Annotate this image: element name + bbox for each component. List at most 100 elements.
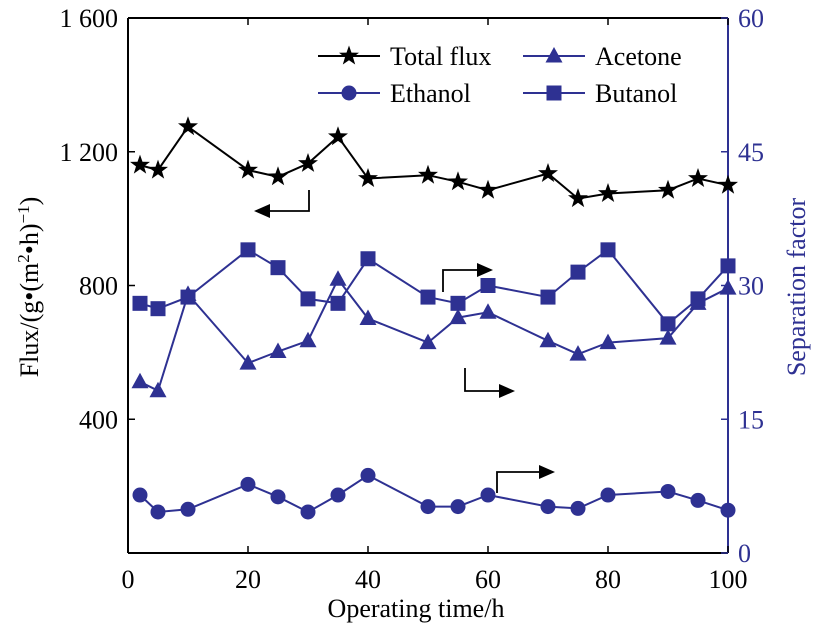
total-flux-point: [268, 166, 288, 186]
ethanol-point: [540, 499, 556, 515]
arrow-acetone-right-shaft: [464, 368, 500, 392]
x-tick-label: 0: [122, 565, 135, 594]
acetone-point: [449, 308, 467, 325]
butanol-point: [720, 258, 736, 274]
ethanol-point: [240, 476, 256, 492]
ethanol-point: [690, 492, 706, 508]
series-butanol: [132, 242, 736, 332]
series-layer: [130, 116, 738, 520]
ethanol-point: [300, 504, 316, 520]
butanol-point: [660, 316, 676, 332]
butanol-point: [480, 278, 496, 293]
ethanol-point: [330, 487, 346, 503]
arrow-butanol-right-head: [477, 263, 493, 277]
total-flux-point: [238, 159, 258, 179]
legend-marker-ethanol: [341, 85, 357, 101]
acetone-point: [479, 303, 497, 319]
butanol-point: [600, 242, 616, 258]
acetone-point: [131, 372, 149, 389]
legend-label-ethanol: Ethanol: [390, 79, 471, 108]
arrow-ethanol-right: [496, 465, 555, 493]
arrow-acetone-right: [464, 368, 515, 398]
total-flux-point: [568, 188, 588, 208]
ethanol-point: [360, 467, 376, 483]
legend-entry-ethanol: Ethanol: [318, 79, 471, 108]
y-left-tick-label: 800: [79, 272, 118, 301]
y-left-tick-label: 400: [79, 405, 118, 434]
acetone-point: [359, 309, 377, 325]
acetone-point: [149, 381, 167, 398]
acetone-point: [569, 345, 587, 361]
arrow-butanol-right: [442, 263, 493, 292]
arrow-total-flux-left-head: [254, 204, 270, 218]
acetone-point: [659, 329, 677, 345]
total-flux-point: [418, 164, 438, 184]
total-flux-point: [478, 179, 498, 199]
butanol-line: [139, 248, 729, 326]
y-right-tick-label: 45: [738, 138, 764, 167]
y-right-tick-label: 60: [738, 4, 764, 33]
ethanol-point: [132, 487, 148, 503]
legend-label-acetone: Acetone: [595, 42, 682, 71]
butanol-point: [540, 289, 556, 305]
arrow-acetone-right-head: [499, 384, 515, 398]
total-flux-point: [658, 179, 678, 199]
butanol-point: [240, 242, 256, 258]
legend-entry-butanol: Butanol: [523, 79, 677, 108]
total-flux-point: [298, 153, 318, 172]
y-axis-right-title: Separation factor: [782, 198, 811, 377]
y-right-tick-label: 15: [738, 405, 764, 434]
acetone-point: [719, 279, 737, 295]
legend-label-butanol: Butanol: [595, 79, 677, 108]
butanol-point: [330, 295, 346, 311]
acetone-point: [239, 354, 257, 370]
butanol-point: [270, 260, 286, 276]
butanol-point: [132, 295, 148, 311]
axes: 0 20 40 60 80 100 400 800 1 200 1 600 0 15 30 45 60: [60, 4, 765, 594]
acetone-point: [539, 331, 557, 348]
x-tick-label: 80: [595, 565, 621, 594]
butanol-point: [690, 291, 706, 307]
total-flux-point: [328, 126, 348, 146]
legend-marker-total-flux: [339, 45, 359, 65]
total-flux-point: [718, 174, 738, 194]
ethanol-point: [450, 499, 466, 515]
series-acetone: [131, 270, 737, 398]
total-flux-point: [598, 183, 618, 202]
ethanol-point: [270, 489, 286, 505]
butanol-point: [450, 295, 466, 311]
total-flux-point: [148, 159, 168, 179]
legend-entry-acetone: Acetone: [523, 42, 682, 71]
legend-marker-acetone: [545, 47, 563, 63]
total-flux-point: [130, 154, 150, 174]
x-tick-label: 40: [355, 565, 381, 594]
acetone-point: [599, 333, 617, 350]
axis-indicator-arrows: [254, 190, 555, 493]
butanol-point: [150, 301, 166, 317]
legend: Total flux Acetone Ethanol Butanol: [318, 42, 682, 108]
butanol-point: [420, 289, 436, 305]
ethanol-point: [480, 487, 496, 503]
ethanol-point: [660, 483, 676, 499]
acetone-point: [269, 342, 287, 358]
arrow-total-flux-left-shaft: [268, 190, 310, 212]
butanol-point: [570, 264, 586, 280]
butanol-point: [180, 289, 196, 305]
x-tick-label: 60: [475, 565, 501, 594]
series-ethanol: [132, 467, 736, 520]
total-flux-point: [688, 168, 708, 187]
legend-label-total-flux: Total flux: [390, 42, 491, 71]
x-tick-label: 20: [235, 565, 261, 594]
x-tick-label: 100: [709, 565, 748, 594]
legend-entry-total-flux: Total flux: [318, 42, 491, 71]
acetone-point: [419, 333, 437, 350]
acetone-point: [329, 270, 347, 286]
y-right-tick-label: 0: [738, 539, 751, 568]
y-axis-left-title: Flux/(g•(m2•h)−1): [14, 197, 45, 378]
ethanol-point: [720, 502, 736, 518]
total-flux-point: [358, 168, 378, 187]
total-flux-point: [178, 116, 198, 136]
total-flux-point: [538, 163, 558, 182]
x-axis-title: Operating time/h: [328, 594, 505, 623]
